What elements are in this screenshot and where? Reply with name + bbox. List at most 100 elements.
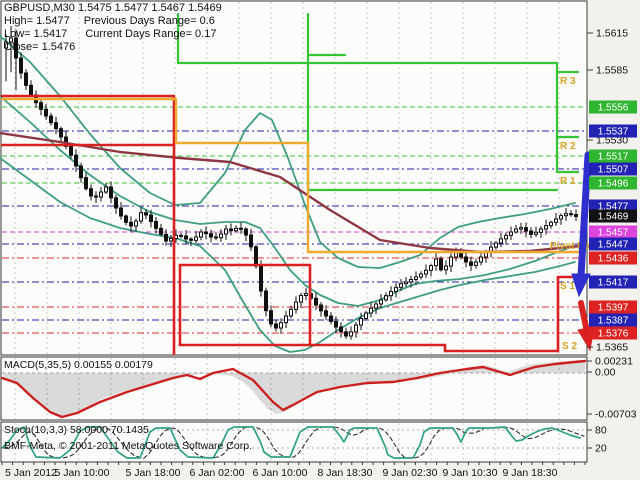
- candle-body: [279, 322, 283, 329]
- candle-body: [339, 326, 343, 333]
- candle-body: [164, 233, 168, 242]
- x-axis-label: 9 Jan 10:30: [443, 467, 498, 479]
- pivot-point-label: Pivot Po: [550, 241, 590, 252]
- candle-body: [19, 57, 23, 74]
- candle-body: [234, 227, 238, 232]
- candle-body: [324, 310, 328, 317]
- candle-body: [419, 273, 423, 278]
- candle-body: [69, 145, 73, 156]
- copyright-text: BMF-Meta, © 2001-2011 MetaQuotes Softwar…: [4, 440, 252, 452]
- candle-body: [384, 295, 388, 301]
- price-badge-label: 1.5417: [598, 278, 629, 289]
- macd-axis-label: 0.00231: [595, 356, 633, 368]
- candle-body: [319, 304, 323, 312]
- candle-body: [94, 195, 98, 198]
- band-lower: [0, 157, 576, 353]
- down-arrow-red: [578, 300, 590, 335]
- pivot-r-label: R 1: [560, 176, 576, 187]
- curr-days-range: Current Days Range= 0.17: [85, 28, 217, 40]
- band-middle: [0, 95, 576, 307]
- price-badge-label: 1.5397: [598, 303, 629, 314]
- candle-body: [129, 221, 133, 227]
- candle-body: [454, 252, 458, 258]
- x-axis-label: 9 Jan 02:30: [383, 467, 438, 479]
- price-badge: [589, 237, 637, 251]
- candle-body: [244, 228, 248, 236]
- candle-body: [559, 215, 563, 220]
- candle-body: [539, 228, 543, 233]
- price-badge: [589, 326, 637, 340]
- candle-body: [294, 301, 298, 310]
- down-arrow-blue-head: [571, 273, 591, 298]
- candle-body: [209, 233, 213, 238]
- price-badge-label: 1.5556: [598, 103, 629, 114]
- candle-body: [49, 115, 53, 124]
- price-badge-label: 1.5517: [598, 152, 629, 163]
- price-badge: [589, 275, 637, 289]
- pivot-s-label: S 1: [560, 281, 575, 292]
- x-axis-label: 5 Jan 2012: [5, 467, 57, 479]
- candle-body: [474, 261, 478, 266]
- candle-body: [194, 236, 198, 241]
- candle-body: [149, 214, 153, 222]
- candle-body: [524, 227, 528, 232]
- candle-body: [54, 122, 58, 130]
- candle-body: [74, 154, 78, 167]
- candle-body: [79, 165, 83, 179]
- candle-body: [434, 258, 438, 267]
- candle-body: [569, 213, 573, 216]
- candle-body: [104, 186, 108, 193]
- candle-body: [529, 230, 533, 235]
- candle-body: [444, 265, 448, 271]
- candle-body: [4, 41, 8, 49]
- y-axis-label: 1.5615: [596, 28, 628, 40]
- candle-body: [389, 291, 393, 297]
- candle-body: [519, 227, 523, 230]
- candle-body: [364, 312, 368, 319]
- price-badge: [589, 176, 637, 190]
- candle-body: [39, 102, 43, 110]
- stoch-indicator-label: Stoch(10,3,3) 58.0000 70.1435: [4, 424, 149, 436]
- candle-body: [274, 323, 278, 329]
- macd-axis-label: -0.00703: [595, 409, 637, 421]
- price-badge: [589, 209, 637, 223]
- candle-body: [14, 37, 18, 59]
- macd-axis-label: 0.00: [595, 367, 616, 379]
- x-axis-label: 5 Jan 10:00: [55, 467, 110, 479]
- candle-body: [189, 238, 193, 241]
- stoch-axis-label: 80: [595, 425, 607, 437]
- main-pane[interactable]: [0, 0, 588, 356]
- candle-body: [99, 191, 103, 198]
- candle-body: [369, 307, 373, 314]
- candle-body: [289, 308, 293, 317]
- candle-body: [564, 213, 568, 217]
- candle-body: [414, 276, 418, 280]
- candle-body: [134, 220, 138, 227]
- candle-body: [509, 231, 513, 236]
- macd-indicator-label: MACD(5,35,5) 0.00155 0.00179: [4, 359, 153, 371]
- candle-body: [184, 235, 188, 240]
- candle-body: [114, 197, 118, 209]
- candle-body: [89, 188, 93, 197]
- price-badge-label: 1.5457: [598, 228, 629, 239]
- candle-body: [204, 231, 208, 235]
- price-badge-label: 1.5537: [598, 127, 629, 138]
- macd-signal-line: [0, 359, 587, 419]
- price-badge: [589, 300, 637, 314]
- candle-body: [259, 265, 263, 292]
- pivot-s-label: S 2: [562, 341, 577, 352]
- price-badge: [589, 199, 637, 213]
- candle-body: [269, 310, 273, 325]
- prev-days-range: Previous Days Range= 0.6: [83, 15, 215, 27]
- low-value: Low= 1.5417: [4, 28, 68, 40]
- y-axis-label: 1.5585: [596, 65, 628, 77]
- pivot-resistance-line: [176, 12, 559, 174]
- candle-body: [429, 265, 433, 271]
- candle-body: [109, 186, 113, 199]
- high-info-line: High= 1.5477 Previous Days Range= 0.6: [4, 15, 215, 27]
- candle-body: [314, 297, 318, 306]
- candle-body: [179, 234, 183, 237]
- price-badge-label: 1.5496: [598, 179, 629, 190]
- candle-body: [29, 84, 33, 96]
